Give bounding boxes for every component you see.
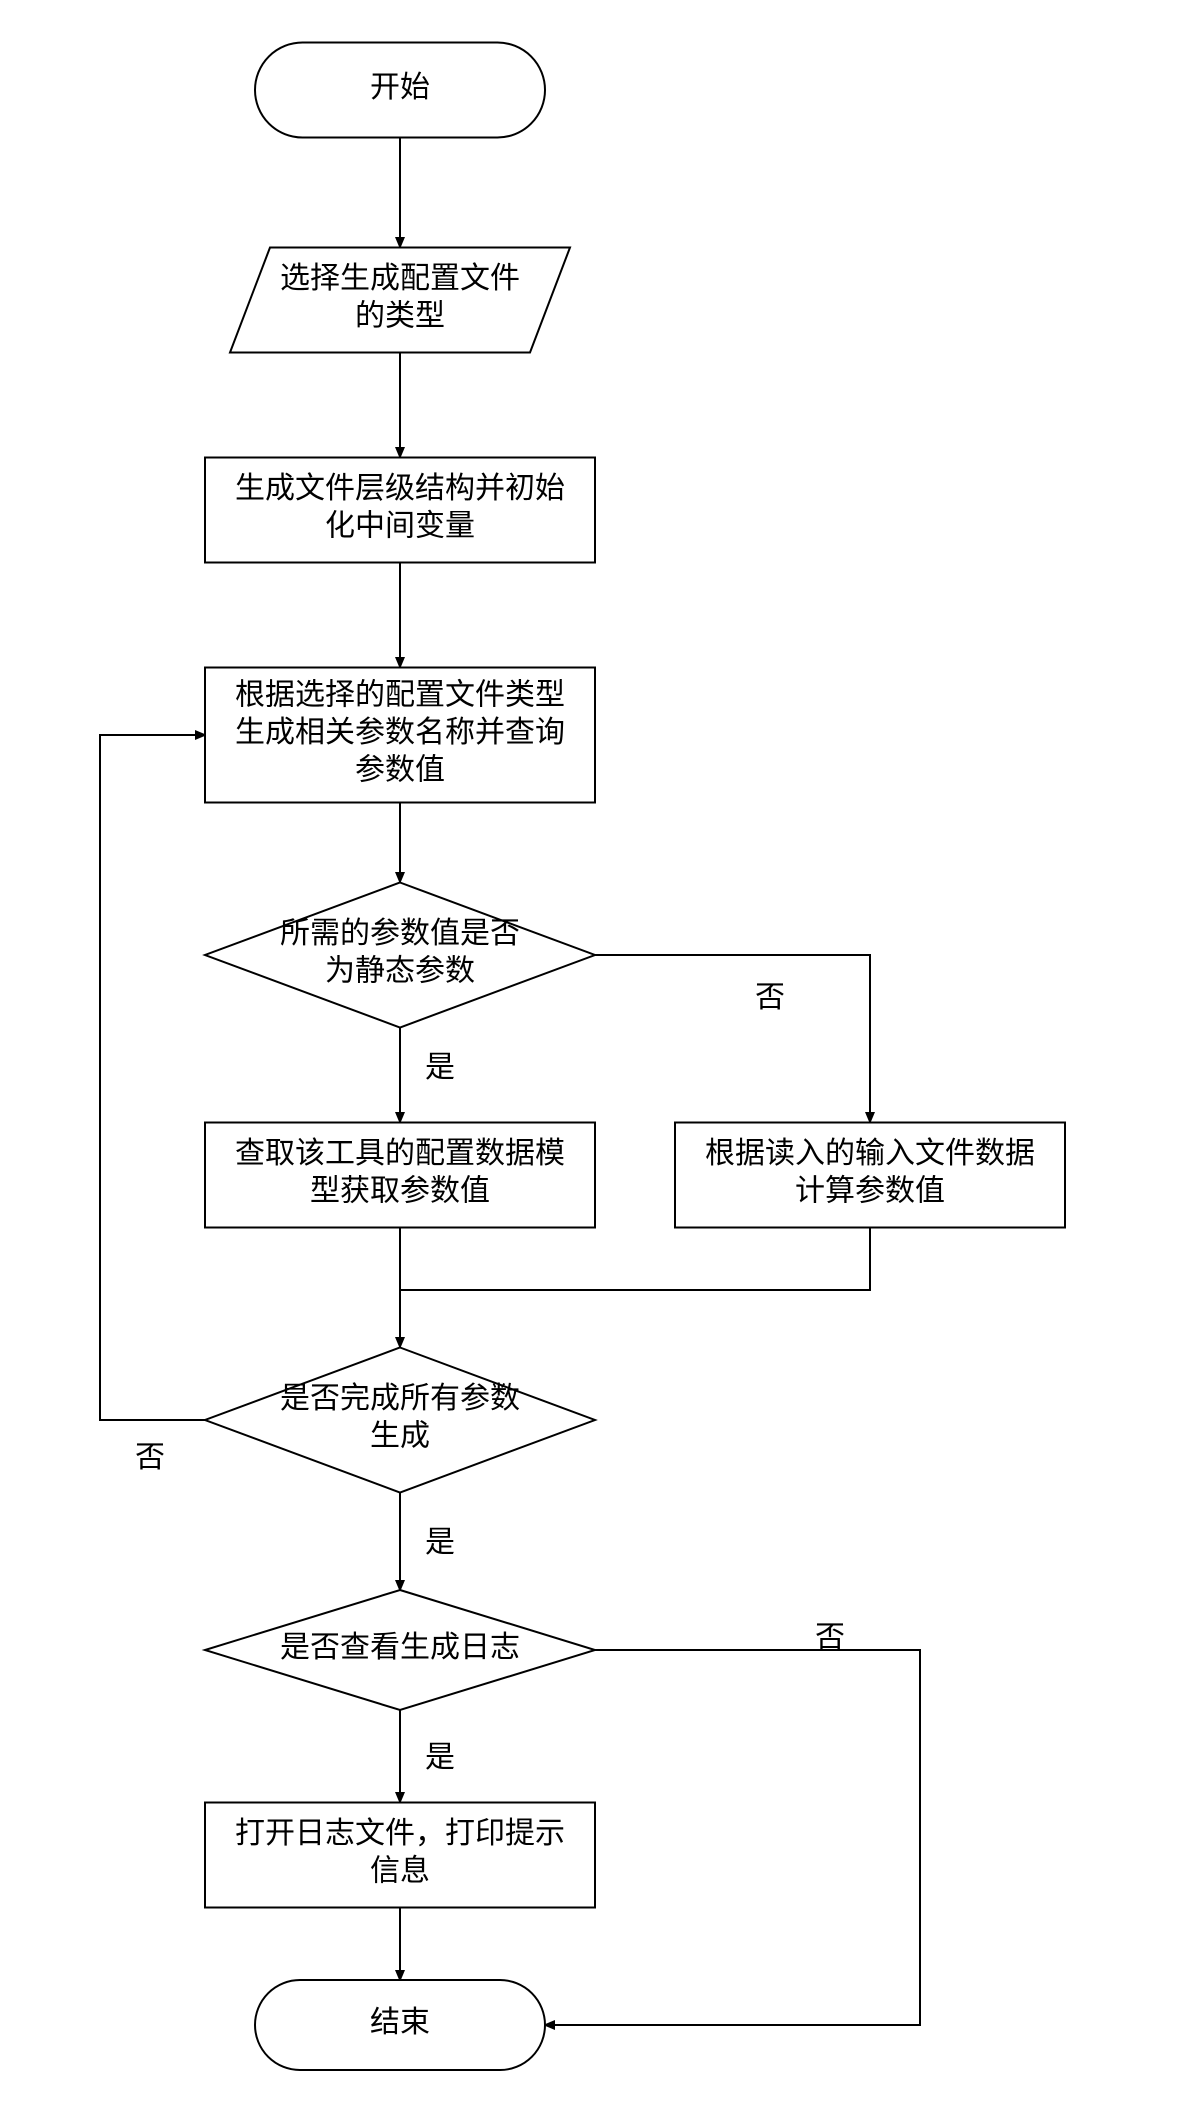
flow-node-proc3a: 查取该工具的配置数据模型获取参数值 bbox=[205, 1123, 595, 1228]
edge-label: 是 bbox=[425, 1051, 455, 1084]
flow-node-proc2: 根据选择的配置文件类型生成相关参数名称并查询参数值 bbox=[205, 668, 595, 803]
node-label: 生成文件层级结构并初始 bbox=[235, 472, 565, 505]
flow-node-start: 开始 bbox=[255, 43, 545, 138]
edge-label: 否 bbox=[815, 1621, 845, 1654]
node-label: 信息 bbox=[370, 1855, 430, 1888]
flow-node-dec1: 所需的参数值是否为静态参数 bbox=[205, 883, 595, 1028]
node-label: 打开日志文件，打印提示 bbox=[235, 1817, 565, 1850]
flow-node-input: 选择生成配置文件的类型 bbox=[230, 248, 570, 353]
flow-edge bbox=[595, 955, 870, 1122]
node-label: 是否完成所有参数 bbox=[280, 1382, 520, 1415]
node-label: 开始 bbox=[370, 71, 430, 104]
node-label: 是否查看生成日志 bbox=[280, 1631, 520, 1664]
node-label: 的类型 bbox=[355, 300, 445, 333]
flow-edge bbox=[545, 1650, 920, 2025]
flow-edge bbox=[400, 1227, 870, 1290]
flow-node-dec2: 是否完成所有参数生成 bbox=[205, 1348, 595, 1493]
node-label: 生成 bbox=[370, 1420, 430, 1453]
edge-label: 否 bbox=[135, 1441, 165, 1474]
node-label: 选择生成配置文件 bbox=[280, 262, 520, 295]
flow-node-end: 结束 bbox=[255, 1980, 545, 2070]
flow-node-proc3b: 根据读入的输入文件数据计算参数值 bbox=[675, 1123, 1065, 1228]
edge-label: 否 bbox=[755, 981, 785, 1014]
edge-label: 是 bbox=[425, 1741, 455, 1774]
edge-label: 是 bbox=[425, 1526, 455, 1559]
node-label: 参数值 bbox=[355, 753, 445, 786]
flow-node-proc1: 生成文件层级结构并初始化中间变量 bbox=[205, 458, 595, 563]
flow-edge bbox=[100, 735, 205, 1420]
node-label: 生成相关参数名称并查询 bbox=[235, 716, 565, 749]
node-label: 查取该工具的配置数据模 bbox=[235, 1137, 565, 1170]
node-label: 化中间变量 bbox=[325, 510, 475, 543]
node-label: 结束 bbox=[370, 2006, 430, 2039]
node-label: 根据读入的输入文件数据 bbox=[705, 1137, 1035, 1170]
node-label: 根据选择的配置文件类型 bbox=[235, 678, 565, 711]
flow-node-dec3: 是否查看生成日志 bbox=[205, 1590, 595, 1710]
node-label: 型获取参数值 bbox=[310, 1175, 490, 1208]
node-label: 计算参数值 bbox=[795, 1175, 945, 1208]
flow-node-proc4: 打开日志文件，打印提示信息 bbox=[205, 1803, 595, 1908]
node-label: 为静态参数 bbox=[325, 955, 475, 988]
node-label: 所需的参数值是否 bbox=[280, 917, 520, 950]
